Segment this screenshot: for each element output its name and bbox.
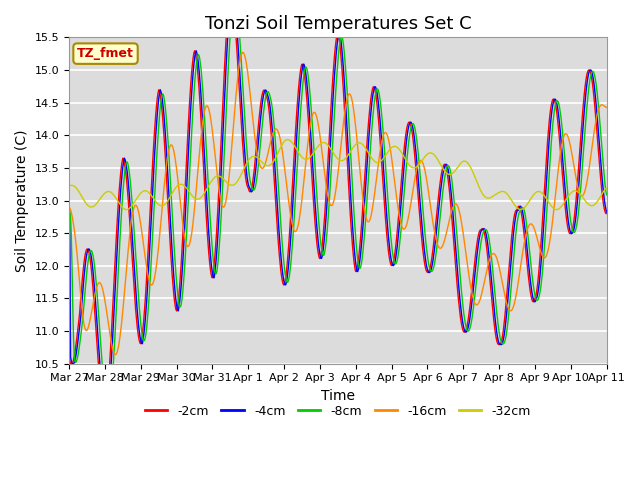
-4cm bbox=[102, 413, 110, 419]
-32cm bbox=[185, 188, 193, 194]
-16cm bbox=[603, 105, 611, 110]
-32cm bbox=[75, 189, 83, 194]
-8cm bbox=[404, 141, 412, 147]
-32cm bbox=[553, 207, 561, 213]
Line: -8cm: -8cm bbox=[69, 0, 607, 413]
-32cm bbox=[603, 185, 611, 191]
-32cm bbox=[404, 160, 412, 166]
-8cm bbox=[65, 205, 73, 211]
Line: -16cm: -16cm bbox=[69, 52, 607, 355]
-2cm bbox=[404, 120, 412, 125]
-2cm bbox=[75, 318, 83, 324]
-16cm bbox=[214, 177, 221, 183]
-4cm bbox=[131, 275, 139, 280]
-4cm bbox=[186, 129, 193, 135]
-8cm bbox=[75, 348, 83, 354]
-4cm bbox=[404, 124, 412, 130]
-8cm bbox=[186, 175, 193, 180]
-4cm bbox=[75, 331, 83, 337]
-4cm bbox=[420, 246, 428, 252]
-2cm bbox=[186, 102, 193, 108]
Line: -4cm: -4cm bbox=[69, 0, 607, 416]
-16cm bbox=[186, 241, 193, 247]
-2cm bbox=[214, 207, 221, 213]
-32cm bbox=[420, 156, 428, 161]
-16cm bbox=[420, 165, 428, 170]
Line: -32cm: -32cm bbox=[69, 140, 607, 210]
-16cm bbox=[404, 214, 412, 220]
-8cm bbox=[104, 410, 112, 416]
Legend: -2cm, -4cm, -8cm, -16cm, -32cm: -2cm, -4cm, -8cm, -16cm, -32cm bbox=[140, 400, 536, 423]
-16cm bbox=[111, 352, 119, 358]
Title: Tonzi Soil Temperatures Set C: Tonzi Soil Temperatures Set C bbox=[205, 15, 471, 33]
-4cm bbox=[214, 233, 221, 239]
-4cm bbox=[603, 209, 611, 215]
Line: -2cm: -2cm bbox=[69, 0, 607, 416]
-2cm bbox=[65, 354, 73, 360]
-2cm bbox=[420, 258, 428, 264]
-4cm bbox=[65, 211, 73, 216]
-8cm bbox=[131, 240, 139, 245]
-8cm bbox=[603, 192, 611, 198]
-16cm bbox=[131, 203, 139, 209]
-16cm bbox=[239, 49, 247, 55]
-8cm bbox=[214, 261, 221, 267]
Text: TZ_fmet: TZ_fmet bbox=[77, 47, 134, 60]
-32cm bbox=[213, 173, 221, 179]
-2cm bbox=[131, 296, 139, 302]
-32cm bbox=[284, 137, 291, 143]
-32cm bbox=[130, 200, 138, 205]
-2cm bbox=[101, 413, 109, 419]
-32cm bbox=[65, 182, 73, 188]
X-axis label: Time: Time bbox=[321, 389, 355, 403]
Y-axis label: Soil Temperature (C): Soil Temperature (C) bbox=[15, 129, 29, 272]
-2cm bbox=[603, 211, 611, 216]
-16cm bbox=[65, 204, 73, 210]
-8cm bbox=[420, 222, 428, 228]
-16cm bbox=[75, 270, 83, 276]
